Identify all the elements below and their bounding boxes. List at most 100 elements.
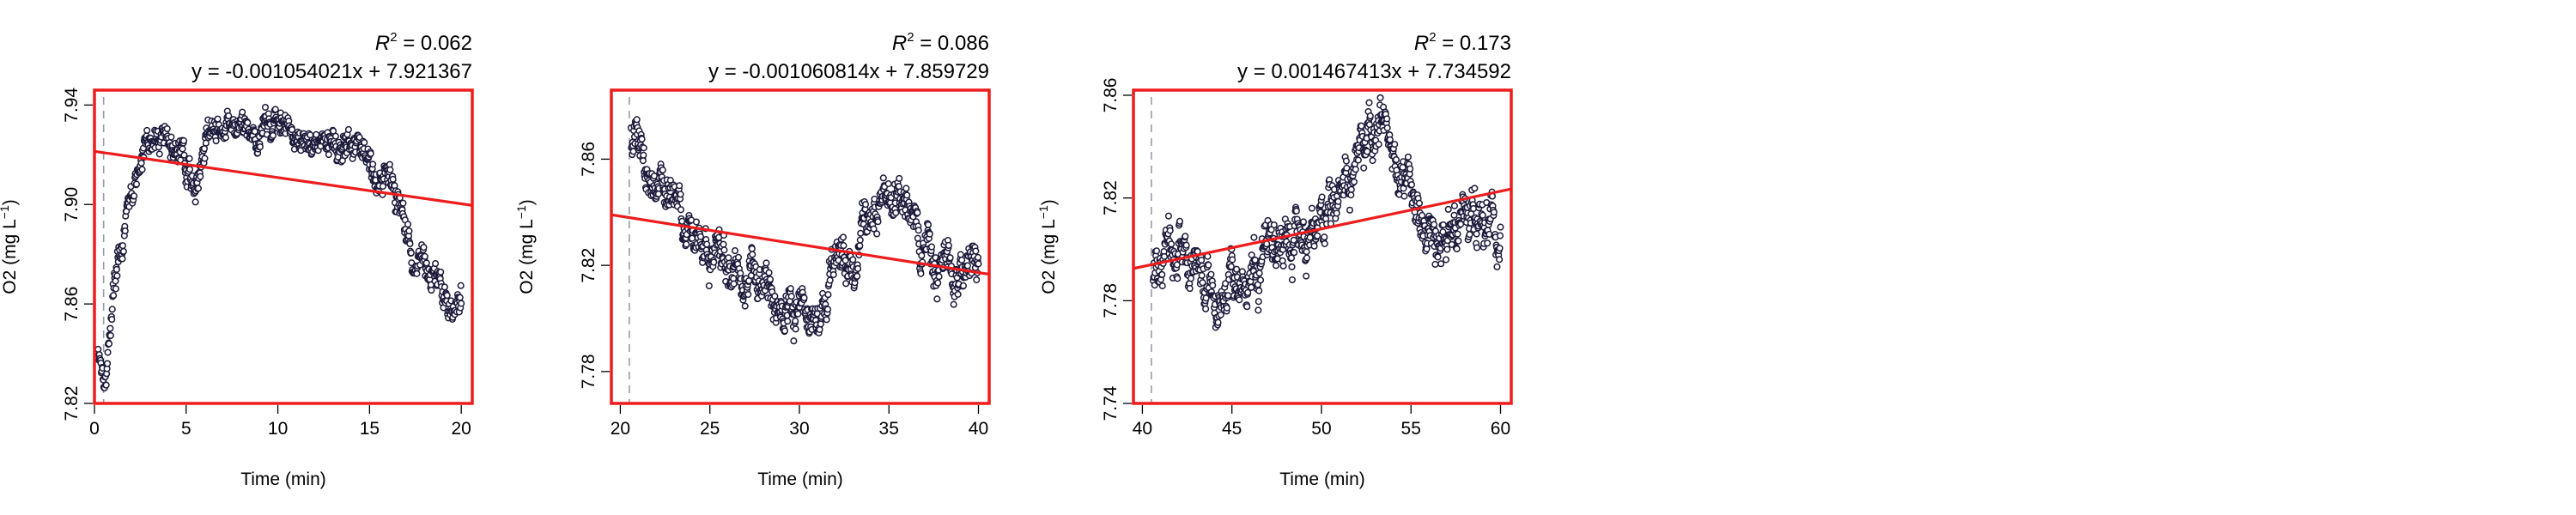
data-point <box>1437 260 1445 268</box>
data-point <box>202 139 210 147</box>
data-point <box>1217 311 1224 318</box>
data-point <box>428 287 435 294</box>
data-point <box>1164 212 1172 220</box>
r-squared-label: R2 = 0.086 <box>892 30 989 55</box>
data-point <box>1342 157 1350 165</box>
data-point <box>1288 263 1296 270</box>
data-point <box>200 145 209 153</box>
data-point <box>1444 205 1452 213</box>
r-squared-symbol: R <box>892 32 907 55</box>
y-tick-label: 7.86 <box>1101 78 1121 113</box>
data-point <box>975 260 982 268</box>
data-point <box>794 310 802 318</box>
data-point <box>1288 276 1296 284</box>
data-point <box>640 144 647 152</box>
data-point <box>1174 275 1182 282</box>
data-point <box>896 174 903 182</box>
y-axis-label: O2 (mg L−1) <box>0 199 20 294</box>
r-squared-value: = 0.086 <box>914 32 989 55</box>
data-point <box>201 154 209 162</box>
data-point <box>407 249 415 257</box>
data-point <box>959 282 967 289</box>
data-point <box>113 272 121 280</box>
y-axis-label: O2 (mg L−1) <box>514 199 537 294</box>
data-point <box>705 282 713 290</box>
data-point <box>639 157 647 165</box>
data-point <box>406 239 414 248</box>
data-point <box>1209 282 1217 289</box>
y-axis-label-sup: −1 <box>1036 205 1050 219</box>
data-point <box>725 254 732 262</box>
data-point <box>1291 249 1298 257</box>
data-point <box>1391 141 1399 148</box>
data-point <box>854 264 862 273</box>
data-point <box>771 292 779 300</box>
data-point <box>856 242 864 250</box>
data-point <box>1198 257 1206 264</box>
data-point <box>1173 261 1181 269</box>
data-point <box>902 185 910 192</box>
y-tick-label: 7.74 <box>1101 385 1121 421</box>
data-point <box>1454 230 1461 238</box>
data-point <box>1272 262 1280 270</box>
data-point <box>1347 191 1355 199</box>
data-point <box>131 192 138 200</box>
y-axis-label-sup: −1 <box>0 205 11 219</box>
r-squared-sup: 2 <box>1429 30 1436 45</box>
data-point <box>914 227 922 234</box>
data-point <box>1214 318 1222 326</box>
data-point <box>945 241 952 250</box>
data-point <box>404 221 412 228</box>
data-point <box>1158 282 1166 290</box>
data-point <box>421 252 428 260</box>
y-axis-label-sup: −1 <box>514 205 528 219</box>
data-point <box>1376 94 1384 101</box>
data-point <box>731 247 739 255</box>
x-tick-label: 5 <box>181 419 191 439</box>
data-point <box>1406 165 1414 173</box>
data-point <box>817 320 824 328</box>
data-point <box>829 270 837 279</box>
data-point <box>720 240 727 248</box>
data-point <box>1434 253 1442 261</box>
data-point <box>792 317 799 325</box>
data-point <box>696 233 704 240</box>
data-point <box>271 106 279 113</box>
data-point <box>1205 261 1212 269</box>
data-point <box>386 166 394 173</box>
data-point <box>118 255 126 263</box>
data-point <box>1199 279 1206 287</box>
data-point <box>367 149 374 157</box>
data-point <box>1303 272 1310 280</box>
x-tick-label: 20 <box>611 419 630 439</box>
data-point <box>214 115 222 123</box>
scatter-points <box>94 103 465 392</box>
y-axis-label-close: ) <box>0 199 20 205</box>
data-point <box>1352 166 1359 173</box>
data-point <box>1423 245 1431 253</box>
data-point <box>703 240 711 248</box>
data-point <box>1187 275 1195 282</box>
data-point <box>458 300 465 307</box>
regression-line <box>611 213 989 276</box>
data-point <box>1473 230 1480 238</box>
data-point <box>1366 112 1374 120</box>
data-point <box>744 290 752 299</box>
data-point <box>104 360 112 367</box>
data-point <box>1479 211 1486 219</box>
x-tick-label: 15 <box>360 419 380 439</box>
data-point <box>677 191 684 198</box>
data-point <box>1168 240 1176 248</box>
data-point <box>1321 239 1328 247</box>
data-point <box>405 227 413 235</box>
data-point <box>1223 304 1230 312</box>
data-point <box>659 167 666 174</box>
data-point <box>1365 99 1373 106</box>
data-point <box>1229 256 1236 264</box>
data-point <box>1202 305 1210 312</box>
data-point <box>638 136 646 143</box>
data-point <box>1386 136 1394 143</box>
data-point <box>784 318 792 325</box>
data-point <box>1453 245 1461 253</box>
data-point <box>1404 153 1412 161</box>
